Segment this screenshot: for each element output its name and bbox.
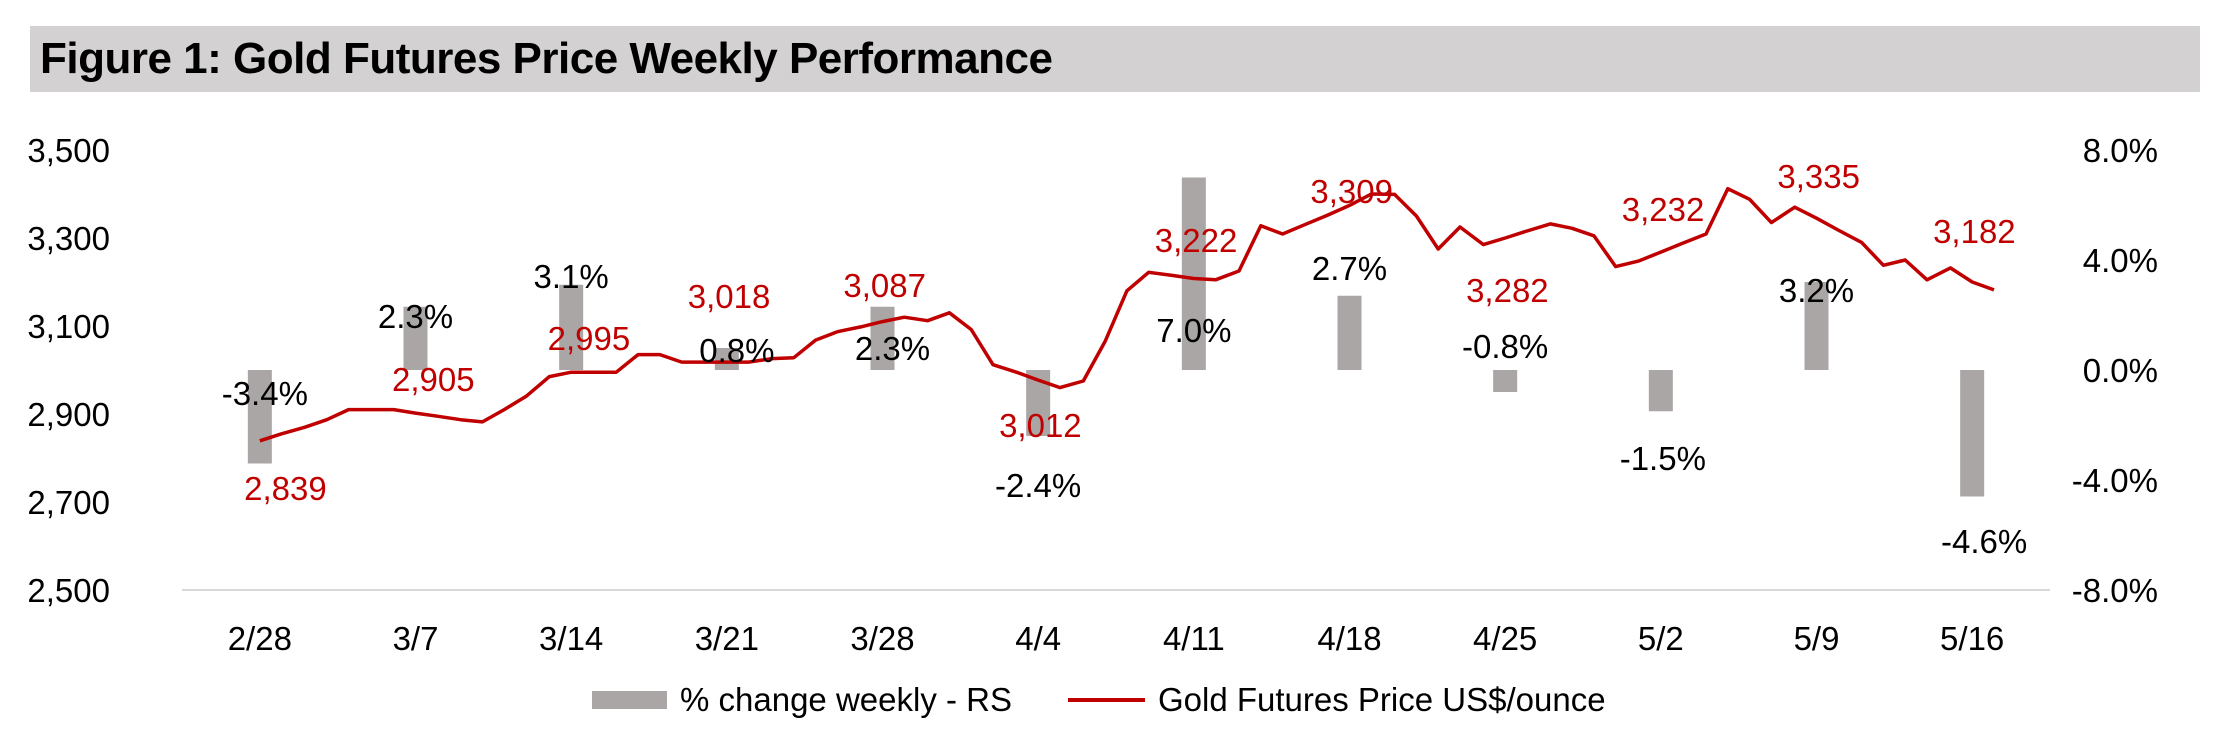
bar-value-label: 3.2% bbox=[1779, 272, 1854, 309]
bar-value-label: 0.8% bbox=[699, 332, 774, 369]
right-tick-label: 4.0% bbox=[2083, 242, 2158, 279]
legend-line-label: Gold Futures Price US$/ounce bbox=[1158, 681, 1606, 718]
bar-value-label: 7.0% bbox=[1156, 312, 1231, 349]
bar-weekly-change bbox=[1493, 370, 1518, 392]
price-value-label: 3,335 bbox=[1777, 158, 1860, 195]
line-series bbox=[259, 186, 1995, 443]
price-value-label: 3,282 bbox=[1466, 272, 1549, 309]
x-tick-label: 4/4 bbox=[1015, 620, 1061, 657]
x-tick-label: 5/9 bbox=[1794, 620, 1840, 657]
bar-weekly-change bbox=[870, 306, 895, 370]
bar-value-label: -3.4% bbox=[222, 375, 308, 412]
x-tick-label: 5/2 bbox=[1638, 620, 1684, 657]
bar-value-label: 2.3% bbox=[378, 298, 453, 335]
bar-weekly-change bbox=[1337, 295, 1362, 370]
chart-title: Figure 1: Gold Futures Price Weekly Perf… bbox=[40, 34, 1053, 83]
x-tick-label: 2/28 bbox=[228, 620, 292, 657]
bar-value-label: -2.4% bbox=[995, 467, 1081, 504]
bar-value-label: 2.3% bbox=[855, 330, 930, 367]
bar-value-label: 2.7% bbox=[1312, 250, 1387, 287]
bar-value-label: -1.5% bbox=[1620, 440, 1706, 477]
price-value-label: 3,232 bbox=[1622, 191, 1705, 228]
price-value-label: 3,018 bbox=[688, 278, 771, 315]
x-tick-label: 3/7 bbox=[393, 620, 439, 657]
bar-value-label: 3.1% bbox=[534, 258, 609, 295]
x-tick-label: 4/18 bbox=[1317, 620, 1381, 657]
price-value-label: 3,087 bbox=[843, 267, 926, 304]
left-tick-label: 3,100 bbox=[27, 308, 110, 345]
left-tick-label: 2,500 bbox=[27, 572, 110, 609]
title-bar: Figure 1: Gold Futures Price Weekly Perf… bbox=[30, 26, 2200, 92]
right-tick-label: -4.0% bbox=[2072, 462, 2158, 499]
legend-bar-label: % change weekly - RS bbox=[680, 681, 1012, 718]
bar-weekly-change bbox=[1648, 370, 1673, 412]
x-tick-label: 3/21 bbox=[695, 620, 759, 657]
bar-value-label: -4.6% bbox=[1941, 523, 2027, 560]
bar-value-label: -0.8% bbox=[1462, 328, 1548, 365]
left-tick-label: 3,500 bbox=[27, 132, 110, 169]
price-value-label: 2,905 bbox=[392, 361, 475, 398]
price-value-label: 3,012 bbox=[999, 407, 1082, 444]
price-value-label: 2,839 bbox=[244, 470, 327, 507]
right-tick-label: 8.0% bbox=[2083, 132, 2158, 169]
x-tick-label: 4/25 bbox=[1473, 620, 1537, 657]
x-tick-label: 4/11 bbox=[1163, 620, 1225, 657]
axes: 2,500 2,700 2,900 3,100 3,300 3,500 -8.0% -4.0%… bbox=[27, 132, 2158, 657]
price-value-label: 3,182 bbox=[1933, 213, 2016, 250]
left-tick-label: 2,900 bbox=[27, 396, 110, 433]
left-tick-label: 2,700 bbox=[27, 484, 110, 521]
bar-weekly-change bbox=[1960, 370, 1985, 497]
left-tick-label: 3,300 bbox=[27, 220, 110, 257]
legend-bar-swatch bbox=[592, 691, 667, 709]
x-tick-label: 3/28 bbox=[850, 620, 914, 657]
price-line bbox=[259, 186, 1995, 443]
bar-weekly-change bbox=[559, 284, 584, 370]
x-tick-label: 3/14 bbox=[539, 620, 603, 657]
x-tick-label: 5/16 bbox=[1940, 620, 2004, 657]
bar-weekly-change bbox=[1804, 282, 1829, 370]
bar-weekly-change bbox=[1181, 177, 1206, 370]
data-labels: -3.4% 2.3% 3.1% 0.8% 2.3% -2.4% 7.0% 2.7% -0.8% -… bbox=[222, 158, 2028, 560]
right-tick-label: 0.0% bbox=[2083, 352, 2158, 389]
bar-weekly-change bbox=[714, 348, 739, 370]
right-tick-label: -8.0% bbox=[2072, 572, 2158, 609]
legend: % change weekly - RS Gold Futures Price U… bbox=[592, 681, 1606, 718]
bar-weekly-change bbox=[403, 306, 428, 370]
price-value-label: 3,309 bbox=[1310, 173, 1393, 210]
price-value-label: 2,995 bbox=[548, 320, 631, 357]
bar-series bbox=[247, 177, 1985, 497]
price-value-label: 3,222 bbox=[1155, 222, 1238, 259]
